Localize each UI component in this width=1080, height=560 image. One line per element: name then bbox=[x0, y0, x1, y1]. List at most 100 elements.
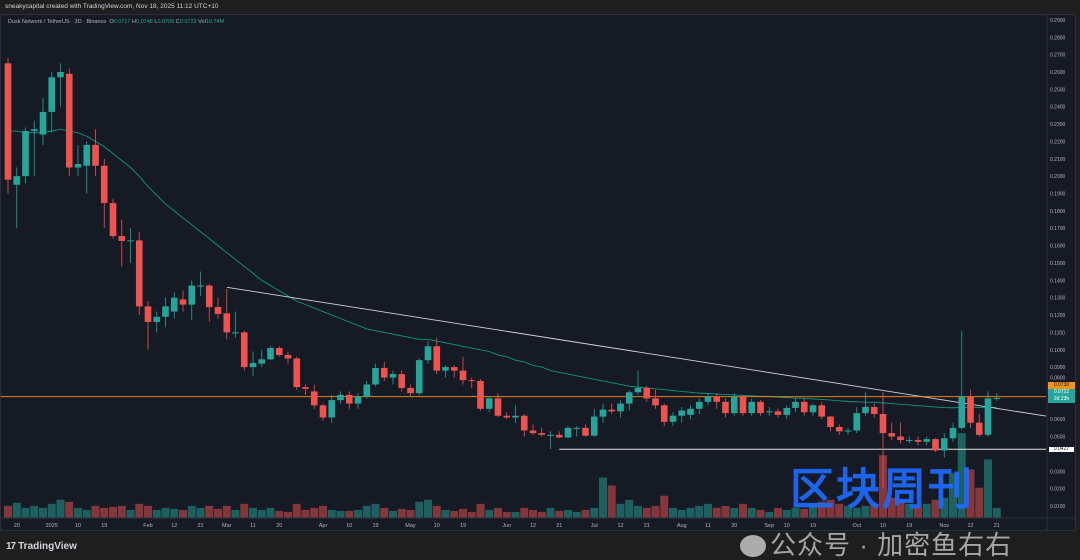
time-tick-label: 12 bbox=[530, 523, 536, 529]
volume-bar bbox=[590, 507, 599, 518]
price-tick-label: 0.1800 bbox=[1050, 209, 1066, 215]
candle-body bbox=[512, 415, 519, 418]
volume-bar bbox=[957, 433, 966, 518]
price-tick-label: 0.2000 bbox=[1050, 174, 1066, 180]
price-tick-label: 0.0600 bbox=[1050, 417, 1066, 423]
candle-body bbox=[424, 346, 432, 361]
volume-bar bbox=[940, 497, 949, 518]
volume-bar bbox=[275, 510, 284, 518]
time-tick-label: Apr bbox=[319, 523, 328, 529]
volume-bar bbox=[966, 469, 975, 518]
candle-body bbox=[389, 374, 397, 378]
volume-bar bbox=[669, 507, 677, 518]
candle-body bbox=[573, 427, 581, 429]
candle-body bbox=[617, 403, 624, 412]
candle-body bbox=[818, 405, 826, 417]
watermark-subtitle: 公众号 · 加密鱼右右 bbox=[770, 530, 1013, 560]
volume-bar bbox=[835, 503, 844, 518]
time-tick-label: 20 bbox=[14, 523, 20, 529]
volume-bar bbox=[625, 499, 634, 518]
volume-bar bbox=[949, 473, 957, 518]
price-tick-label: 0.2900 bbox=[1050, 18, 1066, 24]
candle-body bbox=[722, 401, 729, 414]
high-value: 0.0748 bbox=[136, 19, 153, 25]
volume-bar bbox=[397, 508, 406, 518]
candle-body bbox=[258, 359, 266, 364]
price-tick-label: 0.2100 bbox=[1050, 157, 1066, 163]
volume-bar bbox=[616, 503, 625, 518]
volume-bar bbox=[975, 487, 984, 518]
candle-body bbox=[337, 394, 344, 401]
volume-bar bbox=[695, 505, 704, 518]
price-tick-label: 0.1000 bbox=[1050, 348, 1066, 354]
time-tick-label: 19 bbox=[460, 523, 466, 529]
volume-bar bbox=[931, 499, 940, 518]
price-tick-label: 0.2500 bbox=[1050, 87, 1066, 93]
time-tick-label: May bbox=[405, 523, 416, 529]
last-price-tag: 0.0722 bbox=[1048, 389, 1075, 396]
candle-body bbox=[293, 358, 301, 388]
candle-body bbox=[529, 430, 537, 434]
candle-body bbox=[783, 407, 791, 415]
candle-body bbox=[625, 392, 633, 404]
volume-bar bbox=[415, 501, 424, 518]
candle-body bbox=[687, 408, 694, 415]
volume-bar bbox=[914, 505, 922, 518]
time-tick-label: 12 bbox=[967, 523, 973, 529]
candle-body bbox=[897, 436, 904, 441]
candle-body bbox=[127, 240, 134, 242]
low-label: L bbox=[154, 19, 158, 25]
tradingview-logo[interactable]: 17 TradingView bbox=[6, 541, 77, 552]
candle-body bbox=[232, 332, 239, 334]
volume-bar bbox=[756, 509, 765, 518]
price-tick-label: 0.2700 bbox=[1050, 53, 1066, 59]
volume-bar bbox=[424, 499, 432, 518]
price-tick-label: 0.2300 bbox=[1050, 122, 1066, 128]
high-label: H bbox=[132, 19, 137, 25]
candle-body bbox=[319, 405, 327, 418]
candle-body bbox=[958, 396, 966, 428]
candle-body bbox=[144, 306, 152, 322]
price-tick-label: 0.2800 bbox=[1050, 35, 1066, 41]
volume-bar bbox=[292, 503, 301, 518]
candle-body bbox=[205, 285, 213, 308]
candle-body bbox=[310, 391, 318, 406]
candle-body bbox=[153, 316, 161, 322]
volume-bar bbox=[345, 510, 354, 518]
credit-text: sneakycapital created with TradingView.c… bbox=[5, 3, 219, 10]
volume-bar bbox=[126, 509, 135, 518]
volume-bar bbox=[249, 507, 257, 518]
volume-bar bbox=[56, 499, 65, 518]
candle-body bbox=[853, 413, 861, 431]
time-tick-label: Sep bbox=[764, 523, 774, 529]
volume-bar bbox=[581, 509, 590, 518]
candle-body bbox=[240, 332, 248, 368]
time-tick-label: 19 bbox=[372, 523, 378, 529]
volume-bar bbox=[502, 511, 511, 518]
candle-body bbox=[284, 354, 292, 359]
volume-bar bbox=[257, 509, 266, 518]
price-tick-label: 0.0800 bbox=[1050, 376, 1066, 382]
volume-bar bbox=[677, 509, 686, 518]
candle-body bbox=[835, 427, 843, 432]
volume-bar bbox=[179, 509, 187, 518]
candle-body bbox=[538, 433, 546, 435]
volume-bar bbox=[739, 503, 747, 518]
ema-line bbox=[8, 128, 997, 409]
time-tick-label: Jul bbox=[591, 523, 598, 529]
time-tick-label: 10 bbox=[346, 523, 352, 529]
volume-bar bbox=[459, 508, 467, 518]
time-tick-label: 2025 bbox=[46, 523, 58, 529]
chart-pane[interactable] bbox=[0, 14, 1076, 531]
candle-body bbox=[757, 401, 764, 414]
volume-bar bbox=[327, 509, 336, 518]
volume-bar bbox=[826, 499, 835, 518]
candle-body bbox=[135, 240, 143, 307]
volume-bar bbox=[607, 485, 616, 518]
candle-body bbox=[92, 144, 99, 166]
candle-body bbox=[450, 367, 458, 371]
candle-body bbox=[223, 313, 231, 333]
credit-bar: sneakycapital created with TradingView.c… bbox=[0, 0, 1080, 14]
low-value: 0.0706 bbox=[157, 19, 175, 25]
